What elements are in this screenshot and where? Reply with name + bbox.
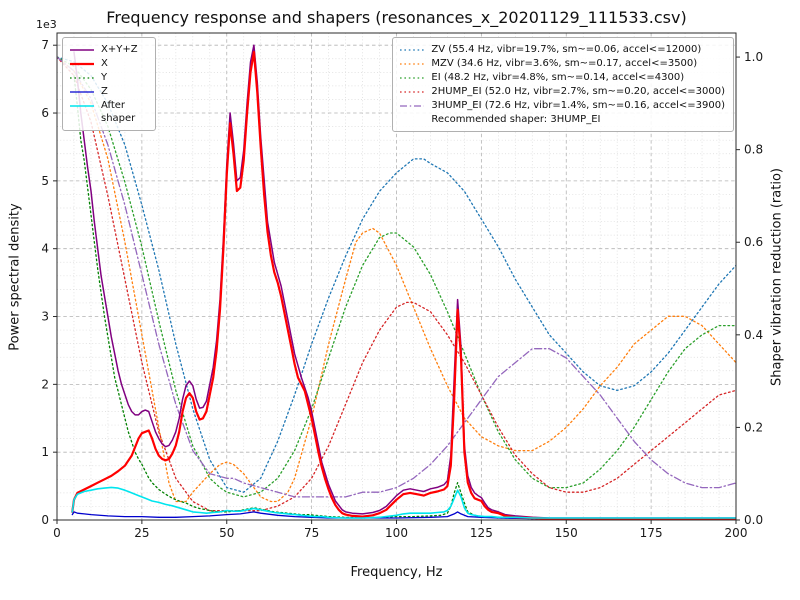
legend-item-label: ZV (55.4 Hz, vibr=19.7%, sm~=0.06, accel… — [431, 44, 702, 55]
legend-item-z: Z — [69, 85, 147, 98]
x-tick-label: 25 — [134, 526, 149, 540]
series-z — [71, 511, 736, 520]
series-after_shaper — [71, 486, 736, 519]
x-axis-label: Frequency, Hz — [350, 565, 443, 580]
legend-line-sample — [400, 77, 425, 79]
legend-line-sample — [400, 63, 425, 65]
legend-item-label: Z — [101, 86, 108, 97]
x-tick-label: 50 — [219, 526, 234, 540]
legend-line-sample — [400, 49, 425, 51]
legend-item-label: EI (48.2 Hz, vibr=4.8%, sm~=0.14, accel<… — [431, 72, 685, 83]
y-left-tick-label: 1 — [41, 445, 49, 459]
legend-item-label: X — [101, 58, 108, 69]
legend-line-sample — [70, 77, 94, 79]
x-tick-label: 150 — [555, 526, 578, 540]
recommended-shaper-note: Recommended shaper: 3HUMP_EI — [399, 113, 725, 126]
y-right-tick-label: 0.0 — [744, 513, 763, 527]
series-ei — [57, 56, 736, 498]
legend-item-label: MZV (34.6 Hz, vibr=3.6%, sm~=0.17, accel… — [431, 58, 698, 69]
y-right-tick-label: 0.6 — [744, 235, 763, 249]
legend-item-mzv: MZV (34.6 Hz, vibr=3.6%, sm~=0.17, accel… — [399, 57, 725, 70]
legend-line-sample — [70, 49, 94, 51]
series-3hump_ei — [57, 56, 736, 498]
legend-item-y: Y — [69, 71, 147, 84]
legend-item-label: 3HUMP_EI (72.6 Hz, vibr=1.4%, sm~=0.16, … — [431, 100, 725, 111]
tick-labels: 0 25 50 75 100 125 150 175 200 0 1 2 3 4 5 6 7 0.0 0.2 0.4 0… — [41, 38, 763, 540]
y-right-tick-label: 0.8 — [744, 143, 763, 157]
legend-line-sample — [70, 91, 94, 93]
series-zv — [57, 56, 736, 493]
x-tick-label: 175 — [640, 526, 663, 540]
major-grid — [57, 33, 736, 520]
legend-item-label: 2HUMP_EI (52.0 Hz, vibr=2.7%, sm~=0.20, … — [431, 86, 725, 97]
x-tick-label: 75 — [304, 526, 319, 540]
y-left-tick-label: 4 — [41, 242, 49, 256]
x-tick-label: 100 — [385, 526, 408, 540]
recommended-shaper-text: Recommended shaper: 3HUMP_EI — [431, 114, 601, 125]
legend-item-after_shaper: After shaper — [69, 99, 147, 125]
chart-title: Frequency response and shapers (resonanc… — [106, 8, 687, 27]
series-lines — [57, 44, 736, 520]
legend-item-2hump_ei: 2HUMP_EI (52.0 Hz, vibr=2.7%, sm~=0.20, … — [399, 85, 725, 98]
y-left-tick-label: 7 — [41, 38, 49, 52]
x-tick-label: 200 — [725, 526, 748, 540]
y-axis-offset-label: 1e3 — [36, 18, 57, 31]
series-2hump_ei — [57, 56, 736, 512]
legend-item-label: Y — [101, 72, 108, 83]
legend-item-sum: X+Y+Z — [69, 43, 147, 56]
legend-item-zv: ZV (55.4 Hz, vibr=19.7%, sm~=0.06, accel… — [399, 43, 725, 56]
legend-line-sample — [70, 62, 94, 66]
x-tick-label: 125 — [470, 526, 493, 540]
legend-line-sample — [400, 91, 425, 93]
y-right-tick-label: 0.4 — [744, 328, 763, 342]
legend-shapers: ZV (55.4 Hz, vibr=19.7%, sm~=0.06, accel… — [392, 37, 734, 132]
legend-psd: X+Y+Z X Y Z After shaper — [62, 37, 156, 131]
legend-line-sample — [400, 105, 425, 107]
legend-item-ei: EI (48.2 Hz, vibr=4.8%, sm~=0.14, accel<… — [399, 71, 725, 84]
legend-item-x: X — [69, 57, 147, 70]
y-left-tick-label: 5 — [41, 174, 49, 188]
y-right-tick-label: 0.2 — [744, 420, 763, 434]
legend-item-label: After shaper — [101, 100, 136, 124]
legend-item-3hump_ei: 3HUMP_EI (72.6 Hz, vibr=1.4%, sm~=0.16, … — [399, 99, 725, 112]
y-right-tick-label: 1.0 — [744, 50, 763, 64]
x-tick-label: 0 — [53, 526, 61, 540]
legend-item-label: X+Y+Z — [101, 44, 138, 55]
y-left-tick-label: 6 — [41, 106, 49, 120]
y-left-tick-label: 0 — [41, 513, 49, 527]
legend-line-sample — [70, 105, 94, 107]
y-left-tick-label: 3 — [41, 310, 49, 324]
y-left-tick-label: 2 — [41, 377, 49, 391]
series-x — [71, 50, 736, 520]
